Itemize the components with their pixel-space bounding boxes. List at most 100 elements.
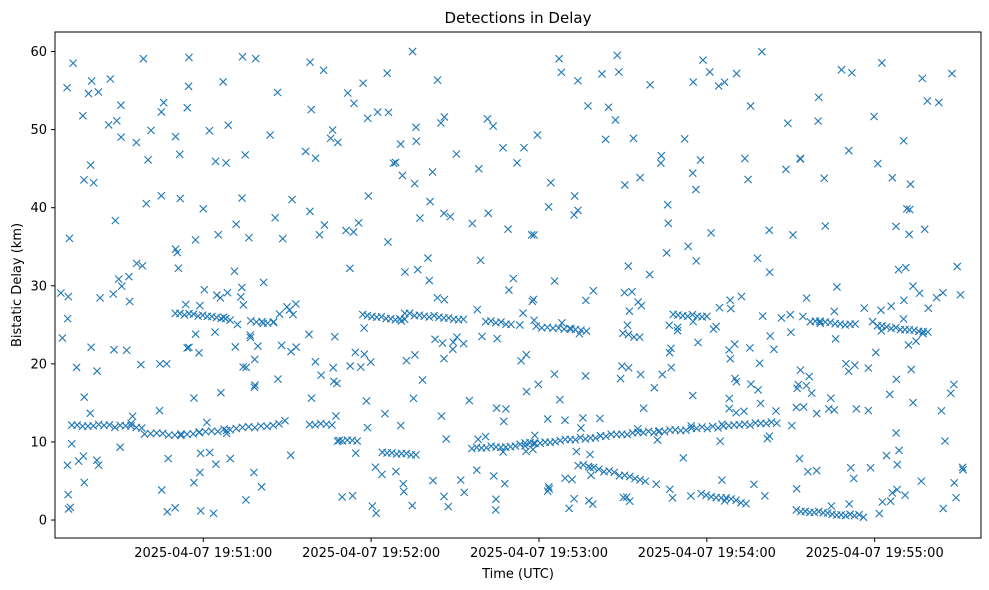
data-point	[657, 151, 666, 160]
data-point	[787, 421, 796, 430]
data-point	[771, 407, 780, 415]
data-point	[391, 158, 400, 167]
data-point	[581, 296, 590, 305]
data-point	[909, 398, 918, 407]
data-point	[259, 278, 268, 287]
data-point	[887, 302, 896, 311]
data-point	[516, 440, 525, 449]
data-point	[311, 154, 320, 163]
data-point	[550, 277, 559, 286]
data-point	[679, 453, 688, 462]
plot-frame	[54, 31, 982, 539]
data-point	[171, 503, 180, 512]
data-point	[291, 299, 300, 308]
data-point	[439, 354, 448, 363]
data-point	[698, 422, 706, 431]
data-point	[477, 332, 486, 341]
data-point	[78, 111, 87, 120]
data-point	[472, 466, 481, 475]
data-point	[499, 447, 508, 456]
data-point	[702, 491, 711, 500]
data-point	[758, 312, 767, 321]
data-point	[597, 69, 606, 78]
y-tick-label: 40	[30, 201, 47, 216]
data-point	[418, 376, 427, 384]
data-point	[430, 311, 439, 320]
data-point	[522, 387, 531, 396]
data-point	[639, 404, 648, 413]
data-point	[195, 468, 204, 477]
data-point	[425, 313, 434, 322]
data-point	[106, 74, 115, 83]
data-point	[864, 406, 873, 415]
data-point	[330, 332, 339, 341]
data-point	[92, 456, 101, 465]
data-point	[89, 178, 98, 187]
data-point	[732, 496, 741, 505]
data-point	[467, 444, 476, 453]
data-point	[501, 404, 510, 413]
data-point	[408, 501, 417, 510]
data-point	[767, 418, 776, 427]
data-point	[110, 345, 119, 354]
data-point	[436, 118, 445, 127]
data-point	[356, 363, 365, 372]
data-point	[624, 330, 633, 339]
data-point	[786, 310, 795, 319]
data-point	[362, 397, 371, 405]
data-point	[64, 292, 73, 301]
data-point	[932, 293, 941, 302]
data-point	[923, 328, 932, 336]
data-point	[231, 342, 240, 351]
data-point	[831, 334, 840, 343]
data-point	[233, 320, 242, 329]
data-point	[433, 76, 442, 85]
data-point	[56, 288, 65, 297]
data-point	[307, 394, 316, 403]
data-point	[482, 443, 491, 452]
data-point	[852, 404, 861, 413]
data-point	[544, 202, 553, 211]
data-point	[212, 291, 221, 300]
data-point	[491, 495, 500, 504]
data-point	[595, 414, 604, 423]
data-point	[250, 383, 259, 392]
data-point	[581, 435, 590, 443]
data-point	[570, 192, 579, 201]
data-point	[176, 431, 185, 440]
data-point	[949, 380, 958, 389]
data-point	[72, 363, 81, 372]
data-point	[727, 495, 736, 503]
data-point	[610, 468, 619, 477]
data-point	[274, 419, 283, 428]
data-point	[196, 506, 205, 515]
data-point	[256, 422, 265, 430]
data-point	[104, 120, 113, 129]
data-point	[876, 306, 885, 315]
data-point	[571, 435, 580, 444]
data-point	[717, 420, 726, 429]
data-point	[668, 493, 677, 502]
data-point	[288, 195, 297, 204]
data-point	[754, 385, 763, 394]
data-point	[415, 311, 424, 320]
data-point	[155, 359, 164, 368]
data-point	[136, 360, 145, 369]
data-point	[902, 204, 911, 213]
data-point	[354, 218, 363, 227]
data-point	[573, 76, 582, 85]
data-point	[214, 230, 223, 239]
data-point	[175, 150, 184, 159]
data-point	[399, 479, 408, 488]
data-point	[64, 490, 73, 499]
data-point	[582, 327, 591, 336]
data-point	[746, 421, 755, 430]
data-point	[200, 285, 209, 294]
data-point	[277, 341, 286, 350]
data-point	[956, 290, 965, 299]
data-point	[80, 175, 88, 184]
data-point	[140, 430, 149, 439]
data-point	[138, 261, 147, 270]
data-point	[666, 344, 675, 353]
